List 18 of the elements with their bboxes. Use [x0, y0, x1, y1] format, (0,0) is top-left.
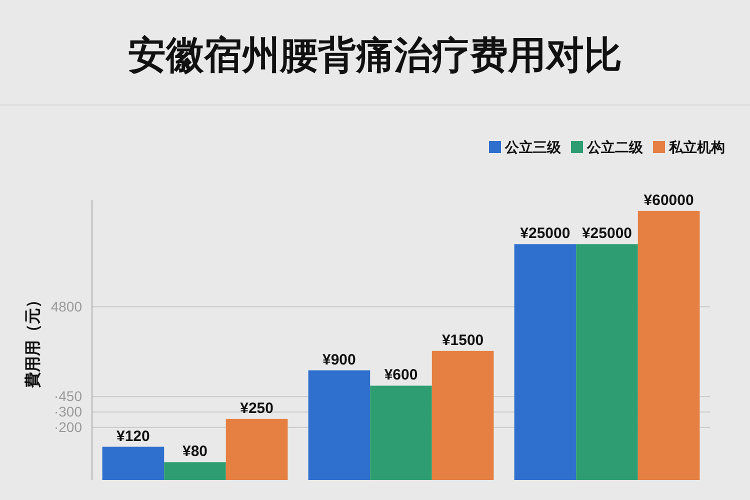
y-tick-label: ·450 — [54, 388, 82, 404]
data-label: ¥25000 — [582, 225, 632, 242]
legend-label: 公立二级 — [586, 139, 644, 156]
data-label: ¥600 — [384, 366, 418, 384]
y-tick-label: ·200 — [54, 418, 82, 435]
data-label: ¥900 — [322, 351, 356, 368]
data-label: ¥120 — [116, 428, 150, 445]
legend-label: 私立机构 — [668, 139, 725, 156]
data-label: ¥250 — [240, 400, 274, 417]
y-tick-label: 4800 — [50, 298, 82, 314]
data-label: ¥25000 — [520, 225, 570, 242]
y-tick-label: ·300 — [54, 403, 82, 420]
data-label: ¥80 — [182, 443, 208, 460]
y-axis-title: 費用用（元） — [23, 292, 42, 389]
data-label: ¥1500 — [442, 332, 484, 349]
data-label: ¥60000 — [644, 192, 694, 209]
chart-title: 安徽宿州腰背痛治疗费用对比 — [128, 33, 622, 77]
legend-label: 公立三级 — [504, 139, 562, 156]
